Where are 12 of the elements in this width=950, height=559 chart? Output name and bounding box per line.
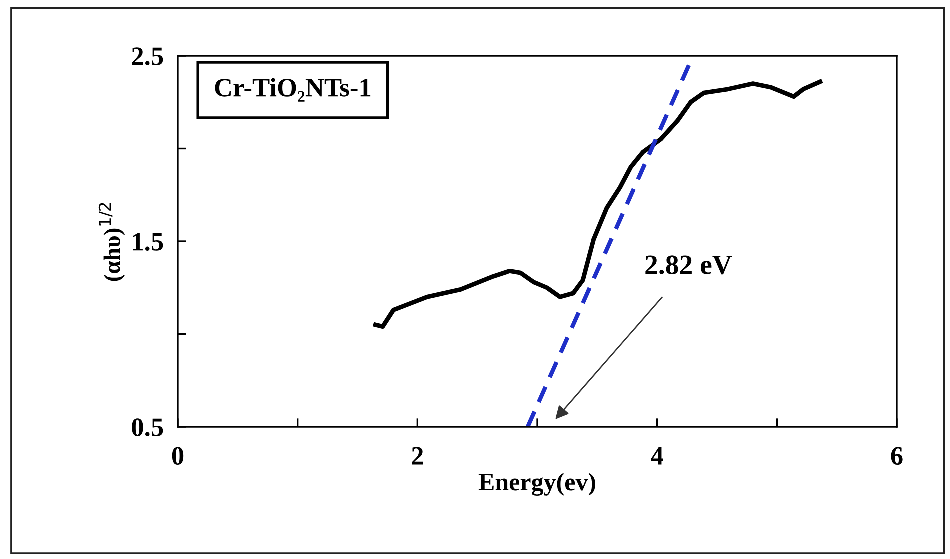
y-tick-label: 0.5	[132, 418, 164, 437]
annotation: Cr-TiO₂NTs-1	[215, 78, 371, 102]
x-tick-label: 4	[651, 447, 664, 465]
x-axis-title: Energy(ev)	[478, 473, 596, 496]
y-axis-title: (αhυ)$^{1/2}$	[98, 203, 126, 282]
line-series	[374, 80, 823, 330]
y-tick-label: 2.5	[132, 48, 164, 66]
x-tick-label: 2	[412, 447, 424, 465]
x-tick-label: 6	[891, 447, 903, 466]
x-tick-label: 0	[172, 447, 184, 466]
annotation: 2.82 eV	[646, 256, 732, 275]
y-tick-label: 1.5	[133, 233, 164, 252]
